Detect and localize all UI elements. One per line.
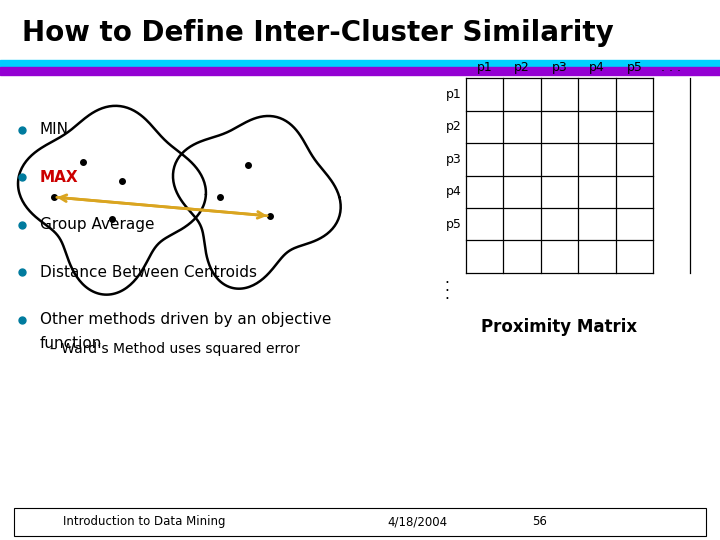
Text: p3: p3 [552, 61, 567, 74]
Text: Other methods driven by an objective: Other methods driven by an objective [40, 312, 331, 327]
Text: How to Define Inter-Cluster Similarity: How to Define Inter-Cluster Similarity [22, 19, 613, 47]
Text: p5: p5 [626, 61, 642, 74]
Bar [0, 68, 720, 75]
Text: Introduction to Data Mining: Introduction to Data Mining [63, 515, 225, 528]
Text: . . .: . . . [660, 61, 680, 74]
Text: Group Average: Group Average [40, 217, 154, 232]
Text: .: . [445, 279, 449, 294]
Text: MIN: MIN [40, 122, 68, 137]
Text: p3: p3 [446, 153, 462, 166]
Text: function: function [40, 336, 102, 352]
Text: p1: p1 [477, 61, 492, 74]
Text: p2: p2 [446, 120, 462, 133]
Text: p2: p2 [514, 61, 530, 74]
Text: 4/18/2004: 4/18/2004 [387, 515, 448, 528]
Text: – Ward’s Method uses squared error: – Ward’s Method uses squared error [50, 342, 300, 356]
Text: Distance Between Centroids: Distance Between Centroids [40, 265, 256, 280]
Bar [0, 60, 720, 68]
Text: p4: p4 [589, 61, 605, 74]
Text: Proximity Matrix: Proximity Matrix [482, 318, 637, 336]
Text: 56: 56 [533, 515, 547, 528]
Text: p1: p1 [446, 88, 462, 101]
Text: p4: p4 [446, 185, 462, 198]
Text: p5: p5 [446, 218, 462, 231]
Text: MAX: MAX [40, 170, 78, 185]
Text: .: . [445, 287, 449, 302]
Bar [14, 508, 706, 536]
Text: .: . [445, 271, 449, 286]
